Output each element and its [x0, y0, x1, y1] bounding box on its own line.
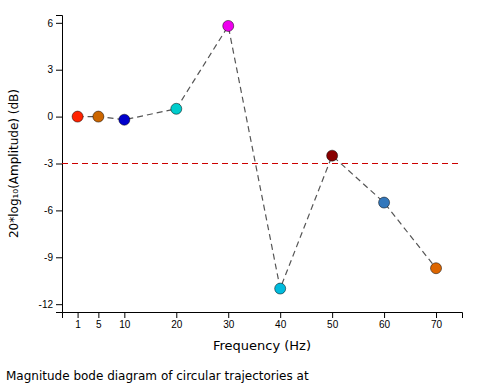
y-tick-label: 6 [47, 18, 53, 29]
x-tick-label: 30 [223, 319, 235, 330]
caption: Magnitude bode diagram of circular traje… [6, 369, 309, 383]
y-tick: 3 [47, 64, 62, 75]
chart: 1 5 10 20 30 40 50 60 70 -12 -9 -6 -3 0 3 6 Frequency (H… [0, 0, 480, 390]
x-tick: 50 [327, 312, 339, 330]
x-tick-mark [384, 312, 385, 318]
y-tick-mark [56, 257, 62, 258]
x-tick: 20 [171, 312, 183, 330]
y-tick: 0 [47, 111, 62, 122]
y-tick: -9 [44, 252, 62, 263]
x-tick-mark [98, 312, 99, 318]
y-tick-mark [56, 164, 62, 165]
x-tick-mark [332, 312, 333, 318]
x-tick: 70 [431, 312, 443, 330]
x-axis-title: Frequency (Hz) [213, 338, 311, 353]
point [72, 111, 83, 122]
x-tick: 60 [379, 312, 391, 330]
x-tick-label: 70 [431, 319, 443, 330]
y-tick-mark [56, 117, 62, 118]
point [119, 114, 130, 125]
y-tick: -6 [44, 205, 62, 216]
x-tick-mark [436, 312, 437, 318]
y-axis-title: 20*log₁₀(Amplitude) (dB) [7, 89, 21, 238]
x-tick: 5 [96, 312, 102, 330]
x-tick-label: 10 [119, 319, 131, 330]
y-tick: -12 [39, 299, 62, 310]
x-tick-mark [280, 312, 281, 318]
x-tick-mark [124, 312, 125, 318]
y-tick: 6 [47, 18, 62, 29]
y-tick-label: 0 [47, 111, 53, 122]
y-tick: -3 [44, 158, 62, 169]
x-tick-label: 1 [75, 319, 81, 330]
y-tick-mark [56, 304, 62, 305]
x-tick-label: 40 [275, 319, 287, 330]
x-tick-label: 5 [96, 319, 102, 330]
x-tick-label: 60 [379, 319, 391, 330]
point [327, 150, 338, 161]
y-tick-mark [56, 70, 62, 71]
y-axis: -12 -9 -6 -3 0 3 6 [39, 16, 63, 313]
plot-area: 1 5 10 20 30 40 50 60 70 -12 -9 -6 -3 0 3 6 Frequency (H… [7, 16, 463, 354]
point [171, 103, 182, 114]
y-tick-mark [56, 210, 62, 211]
point [223, 20, 234, 31]
x-tick-mark [176, 312, 177, 318]
x-tick-mark [228, 312, 229, 318]
y-tick-label: -6 [44, 205, 53, 216]
x-axis: 1 5 10 20 30 40 50 60 70 [63, 312, 463, 330]
y-tick-label: -9 [44, 252, 53, 263]
y-tick-label: -3 [44, 158, 53, 169]
marks [62, 20, 462, 294]
point [93, 111, 104, 122]
reference-line [62, 163, 462, 164]
y-tick-mark [56, 23, 62, 24]
point [379, 197, 390, 208]
x-tick: 40 [275, 312, 287, 330]
x-tick: 30 [223, 312, 235, 330]
x-tick: 1 [75, 312, 81, 330]
y-tick-label: -12 [39, 299, 54, 310]
point [275, 283, 286, 294]
x-tick: 10 [119, 312, 131, 330]
x-tick-label: 50 [327, 319, 339, 330]
x-axis-line [63, 313, 463, 319]
x-tick-mark [78, 312, 79, 318]
y-axis-line [56, 16, 63, 313]
y-tick-label: 3 [47, 64, 53, 75]
connecting-line [78, 26, 436, 289]
x-tick-label: 20 [171, 319, 183, 330]
point [431, 263, 442, 274]
